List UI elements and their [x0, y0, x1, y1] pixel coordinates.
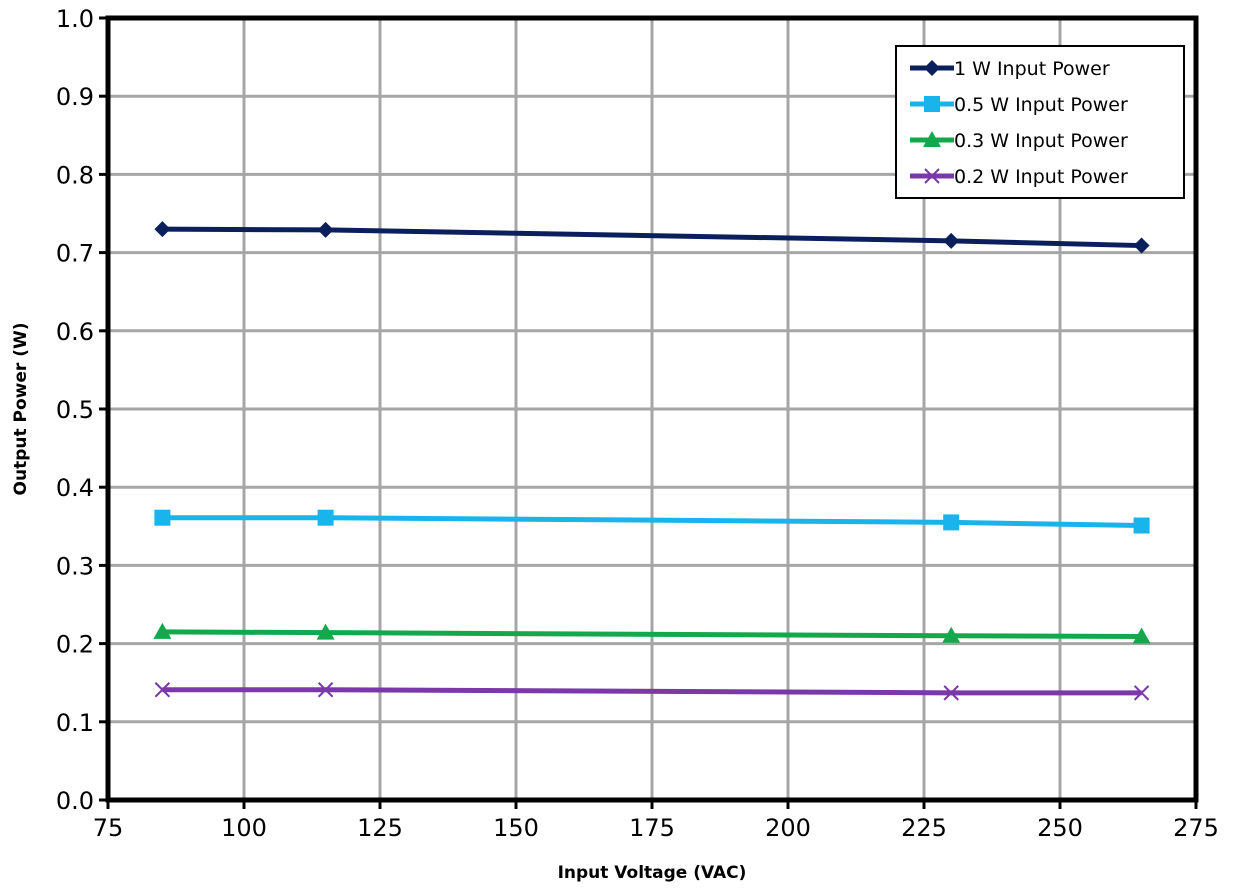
data-point: [316, 623, 335, 640]
data-point: [1133, 517, 1150, 534]
data-point: [942, 626, 961, 643]
x-tick-label: 250: [1037, 814, 1083, 842]
y-tick-label: 0.8: [56, 161, 94, 189]
data-point: [1133, 685, 1150, 701]
y-tick-label: 0.4: [56, 474, 94, 502]
legend-entry: 0.5 W Input Power: [910, 94, 1128, 116]
y-tick-label: 0.9: [56, 83, 94, 111]
legend-entry: 1 W Input Power: [910, 58, 1110, 80]
x-tick-label: 225: [901, 814, 947, 842]
series-2: [154, 509, 1150, 534]
x-tick-label: 125: [357, 814, 403, 842]
data-point: [317, 221, 334, 238]
data-point: [317, 509, 334, 526]
y-tick-label: 0.6: [56, 318, 94, 346]
data-point: [317, 682, 334, 698]
data-point: [943, 232, 960, 249]
data-point: [943, 514, 960, 531]
x-tick-label: 275: [1173, 814, 1219, 842]
y-axis-ticks: 0.0 0.1 0.2 0.3 0.4 0.5 0.6 0.7 0.8 0.9 1.0: [56, 5, 108, 815]
legend-entry: 0.3 W Input Power: [910, 130, 1128, 152]
x-axis-ticks: 75 100 125 150 175 200 225 250 275: [93, 800, 1219, 842]
x-tick-label: 75: [93, 814, 124, 842]
legend-label: 1 W Input Power: [954, 58, 1110, 80]
legend-marker: [924, 168, 940, 184]
data-point: [1133, 237, 1150, 254]
legend-marker: [924, 96, 940, 112]
y-tick-label: 0.2: [56, 631, 94, 659]
series-line: [162, 515, 1142, 529]
legend-label: 0.5 W Input Power: [954, 94, 1128, 116]
series-4: [154, 682, 1150, 701]
data-point: [153, 622, 172, 639]
x-tick-label: 150: [493, 814, 539, 842]
legend: 1 W Input Power 0.5 W Input Power 0.3 W In…: [895, 45, 1185, 199]
y-tick-label: 0.5: [56, 396, 94, 424]
legend-label: 0.3 W Input Power: [954, 130, 1128, 152]
series-3: [153, 622, 1151, 644]
data-point: [943, 685, 959, 701]
x-tick-label: 200: [765, 814, 811, 842]
y-tick-label: 0.3: [56, 552, 94, 580]
data-point: [154, 682, 171, 698]
legend-box: [895, 45, 1185, 199]
data-point: [1132, 627, 1151, 644]
y-axis-title: Output Power (W): [11, 323, 31, 496]
x-tick-label: 175: [629, 814, 675, 842]
y-tick-label: 1.0: [56, 5, 94, 33]
series-line: [162, 687, 1142, 696]
x-axis-title: Input Voltage (VAC): [558, 863, 747, 883]
legend-entry: 0.2 W Input Power: [910, 166, 1128, 188]
legend-marker: [923, 131, 941, 147]
series-line: [162, 629, 1142, 640]
x-tick-label: 100: [221, 814, 267, 842]
legend-marker: [924, 60, 940, 76]
legend-label: 0.2 W Input Power: [954, 166, 1128, 188]
data-point: [154, 221, 171, 238]
plot-frame: [105, 15, 1199, 803]
series-1: [154, 221, 1150, 254]
y-tick-label: 0.0: [56, 787, 94, 815]
data-point: [154, 509, 171, 526]
y-tick-label: 0.1: [56, 709, 94, 737]
series-line: [162, 226, 1142, 249]
y-tick-label: 0.7: [56, 240, 94, 268]
plot-series: [153, 221, 1151, 701]
